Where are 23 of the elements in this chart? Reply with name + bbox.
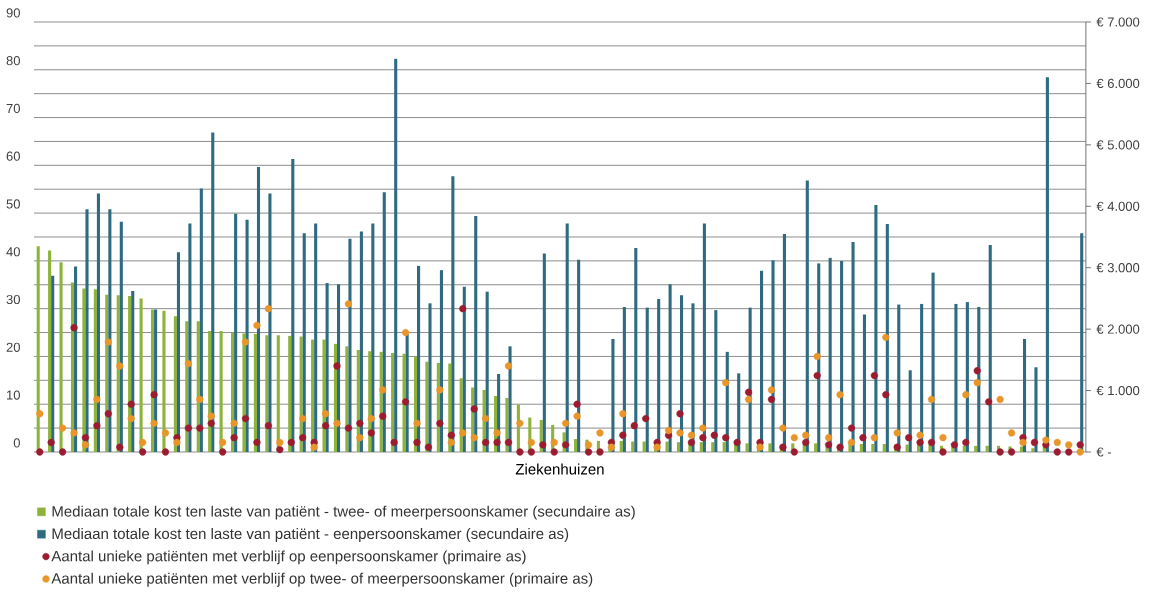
y2-tick-label: € - [1096,447,1111,457]
y2-tick-label: € 6.000 [1096,78,1140,89]
y2-tick-label: € 1.000 [1096,385,1140,396]
legend-label: Aantal unieke patiënten met verblijf op twee- of meerpersoonskamer (primaire as) [51,572,593,587]
y-tick-label: 70 [6,103,20,114]
y-tick-label: 0 [13,438,20,448]
x-axis-title: Ziekenhuizen [515,463,604,475]
y-tick-label: 80 [6,56,20,66]
y-tick-label: 50 [6,199,20,209]
legend-label: Aantal unieke patiënten met verblijf op eenpersoonskamer (primaire as) [51,550,526,565]
y2-tick-label: € 3.000 [1096,263,1140,273]
y-tick-label: 40 [6,247,20,257]
y-tick-label: 30 [6,294,20,305]
legend-label: Mediaan totale kost ten laste van patiënt - twee- of meerpersoonskamer (secundaire as) [52,505,635,520]
y2-tick-label: € 5.000 [1096,140,1140,150]
y-tick-label: 10 [7,390,20,400]
y2-tick-label: € 7.000 [1096,17,1140,27]
y2-tick-label: € 2.000 [1096,324,1140,334]
legend-label: Mediaan totale kost ten laste van patiënt - eenpersoonskamer (secundaire as) [52,528,569,542]
y-tick-label: 90 [6,8,20,18]
y-tick-label: 20 [6,342,20,352]
y2-tick-label: € 4.000 [1096,201,1140,211]
y-tick-label: 60 [6,151,20,161]
